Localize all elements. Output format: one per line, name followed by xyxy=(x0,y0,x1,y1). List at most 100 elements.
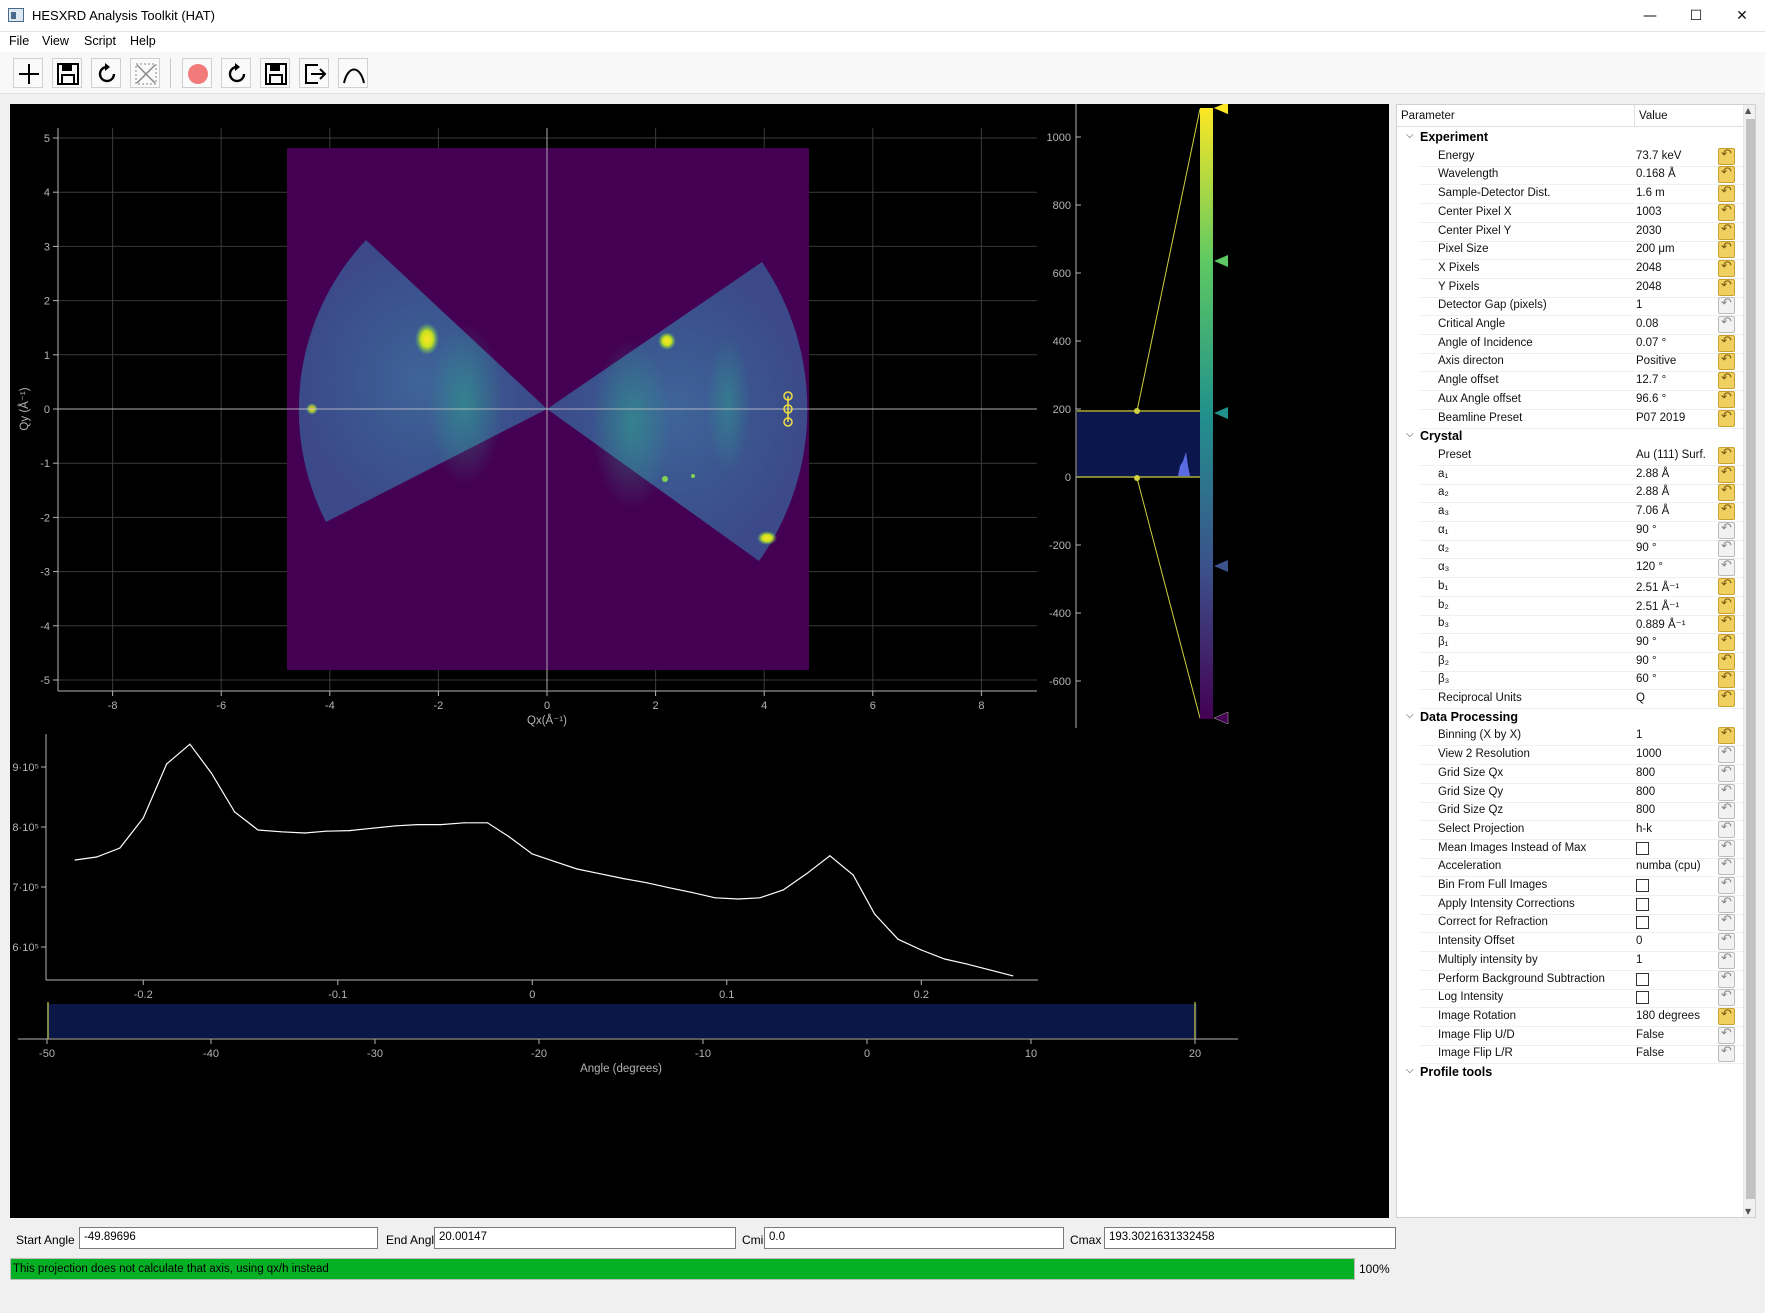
chevron-down-icon[interactable]: ⌵ xyxy=(1406,1065,1414,1076)
param-row[interactable]: a₃ 7.06 Å xyxy=(1397,501,1743,522)
menu-script[interactable]: Script xyxy=(84,34,116,48)
param-value[interactable]: h-k xyxy=(1636,823,1652,835)
save-project-button[interactable] xyxy=(52,58,82,88)
group-data-processing[interactable]: ⌵ Data Processing xyxy=(1397,707,1743,728)
param-checkbox[interactable] xyxy=(1636,879,1649,892)
group-experiment[interactable]: ⌵ Experiment xyxy=(1397,127,1743,148)
reset-icon[interactable] xyxy=(1718,726,1735,744)
reset-icon[interactable] xyxy=(1718,895,1735,913)
param-row[interactable]: Correct for Refraction xyxy=(1397,912,1743,933)
param-row[interactable]: Image Flip U/D False xyxy=(1397,1025,1743,1046)
reset-icon[interactable] xyxy=(1718,783,1735,801)
colormap-bar[interactable] xyxy=(1200,108,1213,719)
param-row[interactable]: Angle of Incidence 0.07 ° xyxy=(1397,333,1743,354)
save-data-button[interactable] xyxy=(260,58,290,88)
param-row[interactable]: β₁ 90 ° xyxy=(1397,632,1743,653)
param-row[interactable]: b₂ 2.51 Å⁻¹ xyxy=(1397,595,1743,616)
param-row[interactable]: Mean Images Instead of Max xyxy=(1397,838,1743,859)
param-value[interactable]: 2.88 Å xyxy=(1636,468,1670,480)
colormap-tick-marker[interactable] xyxy=(1213,711,1229,725)
reset-icon[interactable] xyxy=(1718,315,1735,333)
param-row[interactable]: Grid Size Qx 800 xyxy=(1397,763,1743,784)
param-value[interactable]: 12.7 ° xyxy=(1636,374,1667,386)
group-crystal[interactable]: ⌵ Crystal xyxy=(1397,426,1743,447)
param-value[interactable]: 2.88 Å xyxy=(1636,486,1670,498)
reset-icon[interactable] xyxy=(1718,334,1735,352)
param-row[interactable]: Angle offset 12.7 ° xyxy=(1397,370,1743,391)
param-row[interactable]: Image Flip L/R False xyxy=(1397,1043,1743,1064)
param-row[interactable]: Preset Au (111) Surf. xyxy=(1397,445,1743,466)
menu-view[interactable]: View xyxy=(42,34,69,48)
maximize-button[interactable]: ☐ xyxy=(1689,8,1703,24)
reset-icon[interactable] xyxy=(1718,932,1735,950)
reset-icon[interactable] xyxy=(1718,577,1735,595)
param-value[interactable]: Q xyxy=(1636,692,1645,704)
clear-button[interactable] xyxy=(130,58,160,88)
param-row[interactable]: Select Projection h-k xyxy=(1397,819,1743,840)
colormap-tick-marker[interactable] xyxy=(1214,560,1228,572)
reset-icon[interactable] xyxy=(1718,240,1735,258)
param-row[interactable]: a₁ 2.88 Å xyxy=(1397,464,1743,485)
end-angle-input[interactable]: 20.00147 xyxy=(434,1227,736,1249)
histogram-region[interactable] xyxy=(1077,412,1200,477)
reset-icon[interactable] xyxy=(1718,614,1735,632)
reset-icon[interactable] xyxy=(1718,951,1735,969)
param-row[interactable]: Pixel Size 200 μm xyxy=(1397,239,1743,260)
reset-icon[interactable] xyxy=(1718,203,1735,221)
cmax-input[interactable]: 193.3021631332458 xyxy=(1104,1227,1396,1249)
reset-icon[interactable] xyxy=(1718,371,1735,389)
param-value[interactable]: 1 xyxy=(1636,954,1643,966)
reset-icon[interactable] xyxy=(1718,745,1735,763)
param-value[interactable]: 90 ° xyxy=(1636,655,1657,667)
param-value[interactable]: 0 xyxy=(1636,935,1643,947)
param-row[interactable]: Beamline Preset P07 2019 xyxy=(1397,408,1743,429)
param-value[interactable]: 2.51 Å⁻¹ xyxy=(1636,582,1680,594)
chevron-down-icon[interactable]: ⌵ xyxy=(1406,710,1414,721)
param-value[interactable]: 800 xyxy=(1636,767,1656,779)
reset-icon[interactable] xyxy=(1718,521,1735,539)
reset-icon[interactable] xyxy=(1718,1026,1735,1044)
angle-range-region[interactable] xyxy=(47,1004,1197,1038)
param-value[interactable]: 2030 xyxy=(1636,225,1662,237)
param-row[interactable]: View 2 Resolution 1000 xyxy=(1397,744,1743,765)
param-row[interactable]: α₃ 120 ° xyxy=(1397,557,1743,578)
reset-icon[interactable] xyxy=(1718,1007,1735,1025)
param-row[interactable]: b₃ 0.889 Å⁻¹ xyxy=(1397,613,1743,634)
param-value[interactable]: 60 ° xyxy=(1636,673,1657,685)
reset-icon[interactable] xyxy=(1718,876,1735,894)
menu-help[interactable]: Help xyxy=(130,34,156,48)
minimize-button[interactable]: — xyxy=(1643,8,1657,24)
param-value[interactable]: 73.7 keV xyxy=(1636,150,1682,162)
param-checkbox[interactable] xyxy=(1636,991,1649,1004)
reset-icon[interactable] xyxy=(1718,801,1735,819)
reset-icon[interactable] xyxy=(1718,670,1735,688)
reset-icon[interactable] xyxy=(1718,184,1735,202)
reset-icon[interactable] xyxy=(1718,278,1735,296)
reset-icon[interactable] xyxy=(1718,988,1735,1006)
reset-icon[interactable] xyxy=(1718,465,1735,483)
refresh-view-button[interactable] xyxy=(221,58,251,88)
param-row[interactable]: Apply Intensity Corrections xyxy=(1397,894,1743,915)
reload-button[interactable] xyxy=(91,58,121,88)
param-value[interactable]: 1 xyxy=(1636,729,1643,741)
reset-icon[interactable] xyxy=(1718,633,1735,651)
param-row[interactable]: Axis directon Positive xyxy=(1397,351,1743,372)
param-row[interactable]: Center Pixel X 1003 xyxy=(1397,202,1743,223)
param-value[interactable]: 0.07 ° xyxy=(1636,337,1667,349)
close-window-button[interactable]: ✕ xyxy=(1736,8,1748,24)
param-row[interactable]: α₂ 90 ° xyxy=(1397,538,1743,559)
scroll-up-arrow-icon[interactable]: ▲ xyxy=(1745,106,1752,115)
param-row[interactable]: Energy 73.7 keV xyxy=(1397,146,1743,167)
colormap-tick-marker[interactable] xyxy=(1214,255,1228,267)
param-row[interactable]: Image Rotation 180 degrees xyxy=(1397,1006,1743,1027)
reset-icon[interactable] xyxy=(1718,970,1735,988)
reset-icon[interactable] xyxy=(1718,352,1735,370)
export-button[interactable] xyxy=(299,58,329,88)
reset-icon[interactable] xyxy=(1718,409,1735,427)
reset-icon[interactable] xyxy=(1718,558,1735,576)
scroll-thumb[interactable] xyxy=(1746,119,1755,1199)
param-row[interactable]: Grid Size Qy 800 xyxy=(1397,782,1743,803)
param-value[interactable]: Positive xyxy=(1636,355,1677,367)
param-value[interactable]: 0.08 xyxy=(1636,318,1659,330)
